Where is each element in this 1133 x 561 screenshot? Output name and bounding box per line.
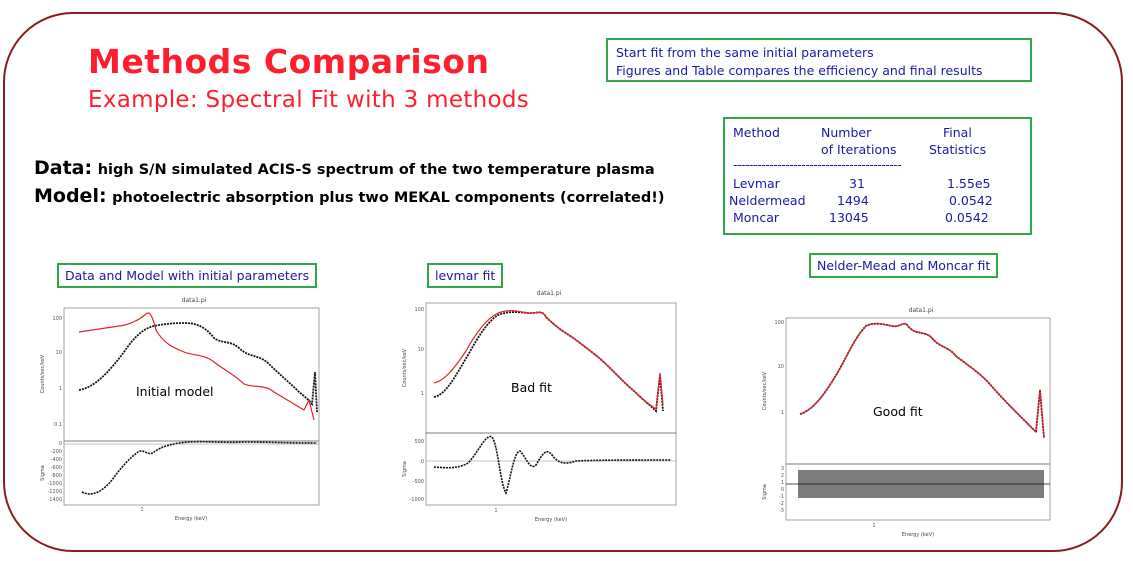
resid-tick: 0 [781, 487, 784, 493]
data-points [78, 322, 318, 413]
resid-tick: 3 [781, 466, 784, 472]
y-tick: 1 [781, 410, 784, 416]
data-line: Data: high S/N simulated ACIS-S spectrum… [34, 155, 664, 183]
row-method: Moncar [733, 210, 780, 225]
note-line: Start fit from the same initial paramete… [616, 45, 874, 60]
header-final-2: Statistics [929, 142, 987, 157]
row-method: Neldermead [729, 193, 806, 208]
y-tick: 1 [421, 391, 424, 397]
header-iterations-1: Number [821, 125, 872, 140]
y-tick: 100 [774, 320, 784, 326]
x-axis-label: Energy (keV) [535, 517, 567, 523]
resid-tick: -1400 [47, 497, 62, 503]
results-table: Method Number of Iterations Final Statis… [723, 117, 1032, 235]
header-method: Method [733, 125, 780, 140]
y-axis-label: Counts/sec/keV [40, 354, 46, 393]
resid-tick: -500 [413, 479, 424, 485]
y-tick: 10 [418, 347, 424, 353]
y-tick: 0.1 [54, 422, 62, 428]
row-iterations: 1494 [837, 193, 869, 208]
resid-tick: -2 [779, 501, 784, 507]
residual-points [81, 440, 318, 495]
resid-tick: 0 [421, 459, 424, 465]
resid-tick: 500 [414, 439, 424, 445]
model-key: Model: [34, 185, 107, 207]
plot-annotation: Good fit [873, 404, 923, 419]
y-axis-label: Counts/sec/keV [762, 371, 768, 410]
header-iterations-2: of Iterations [821, 142, 897, 157]
note-line: Figures and Table compares the efficienc… [616, 63, 983, 78]
model-curve [799, 323, 1045, 439]
resid-tick: -200 [51, 449, 62, 455]
y-tick: 1 [59, 386, 62, 392]
resid-tick: -3 [779, 508, 784, 514]
model-line: Model: photoelectric absorption plus two… [34, 183, 664, 211]
plot-title: data1.pi [537, 290, 562, 297]
panel-label-initial: Data and Model with initial parameters [57, 263, 318, 288]
panel-label-neldermead-moncar: Nelder-Mead and Moncar fit [809, 253, 999, 278]
residual-axis-label: Sigma [762, 484, 768, 500]
slide-title: Methods Comparison [88, 42, 490, 81]
residual-axis-label: Sigma [40, 465, 46, 481]
data-model-description: Data: high S/N simulated ACIS-S spectrum… [34, 155, 664, 211]
plot-annotation: Bad fit [511, 380, 552, 395]
resid-tick: 1 [781, 480, 784, 486]
residual-axes [785, 463, 1051, 521]
y-tick: 10 [778, 364, 784, 370]
data-points [799, 322, 1045, 439]
plot-title: data1.pi [182, 297, 207, 304]
resid-tick: -1000 [409, 497, 424, 503]
y-tick: 100 [52, 316, 62, 322]
residual-axes [425, 432, 677, 506]
y-tick: 100 [414, 307, 424, 313]
model-curve [78, 312, 315, 421]
resid-tick: 2 [781, 473, 784, 479]
row-statistic: 0.0542 [945, 210, 989, 225]
slide-subtitle: Example: Spectral Fit with 3 methods [88, 87, 530, 113]
model-text: photoelectric absorption plus two MEKAL … [112, 190, 665, 206]
slide-frame [3, 12, 1123, 552]
resid-tick: -600 [51, 465, 62, 471]
x-tick: 1 [140, 507, 143, 513]
resid-tick: -1000 [47, 481, 62, 487]
resid-tick: -1200 [47, 489, 62, 495]
residual-axis-label: Sigma [402, 461, 408, 477]
plot-initial: data1.pi Counts/sec/keV Sigma 100 10 1 0… [34, 292, 334, 524]
plot-levmar: data1.pi Counts/sec/keV Sigma 100 10 1 5… [396, 285, 688, 525]
resid-tick: 0 [59, 441, 62, 447]
residual-points [433, 435, 672, 495]
x-axis-label: Energy (keV) [902, 532, 934, 538]
panel-label-levmar: levmar fit [427, 263, 504, 288]
notes-box: Start fit from the same initial paramete… [606, 38, 1032, 82]
row-statistic: 0.0542 [949, 193, 993, 208]
y-tick: 10 [56, 350, 62, 356]
row-iterations: 31 [849, 176, 865, 191]
plot-annotation: Initial model [136, 384, 213, 399]
y-axis-label: Counts/sec/keV [402, 348, 408, 387]
row-iterations: 13045 [829, 210, 869, 225]
data-points [433, 311, 664, 413]
resid-tick: -1 [779, 494, 784, 500]
row-statistic: 1.55e5 [947, 176, 991, 191]
residual-axes [63, 440, 320, 506]
plot-title: data1.pi [909, 307, 934, 314]
plot-neldermead-moncar: data1.pi Counts/sec/keV Sigma 100 10 1 3… [756, 302, 1062, 540]
row-method: Levmar [733, 176, 780, 191]
table-separator: ----------------------------------------… [733, 157, 902, 172]
data-key: Data: [34, 157, 93, 179]
x-axis-label: Energy (keV) [175, 516, 207, 522]
resid-tick: -400 [51, 457, 62, 463]
residual-band [798, 470, 1044, 498]
data-text: high S/N simulated ACIS-S spectrum of th… [97, 162, 655, 178]
header-final-1: Final [943, 125, 972, 140]
resid-tick: -800 [51, 473, 62, 479]
x-tick: 1 [872, 523, 875, 529]
x-tick: 1 [494, 508, 497, 514]
model-curve [433, 310, 664, 411]
